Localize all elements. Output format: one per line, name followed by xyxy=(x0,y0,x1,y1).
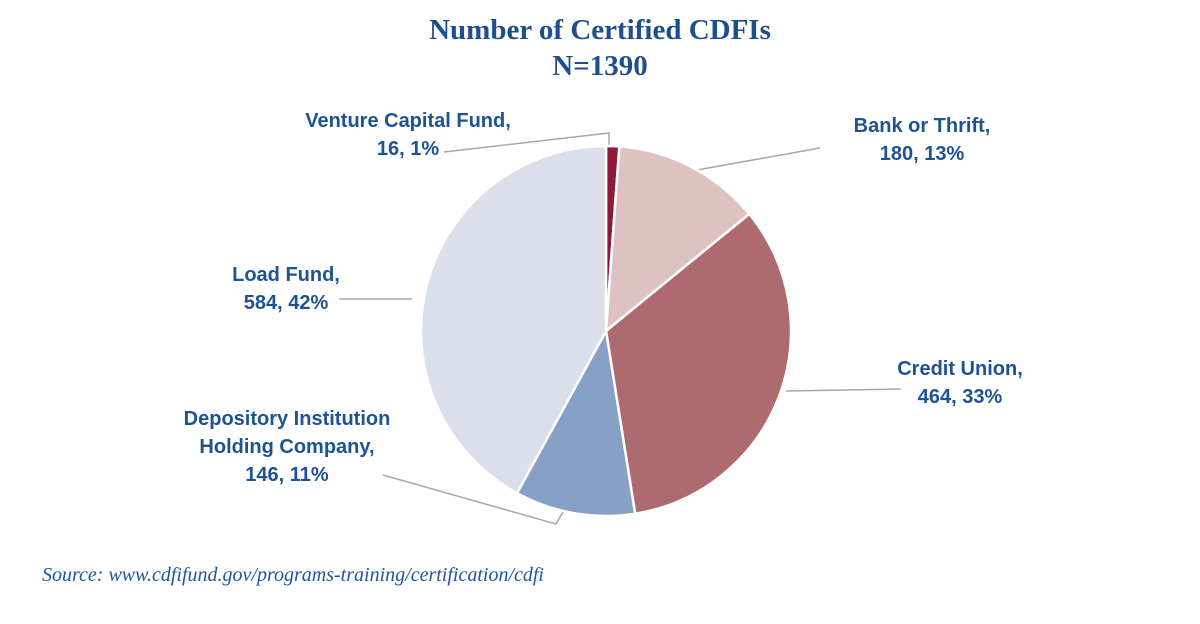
pie-slice-depository-institution-holding-company xyxy=(515,329,637,518)
callout-value: 16, 1% xyxy=(376,138,440,160)
leader-line-bank-or-thrift xyxy=(696,147,821,171)
callout-load-fund: Load Fund, 584, 42% xyxy=(166,261,406,317)
chart-title-line1: Number of Certified CDFIs xyxy=(429,14,771,46)
callout-depository-institution-holding-company: Depository Institution Holding Company, 1… xyxy=(167,405,407,489)
pie-slice-bank-or-thrift xyxy=(604,145,751,333)
chart-title: Number of Certified CDFIs N=1390 xyxy=(0,12,1200,84)
callout-label: Load Fund, xyxy=(232,264,340,286)
pie-slice-credit-union xyxy=(604,212,793,515)
leader-line-depository-institution-holding-company xyxy=(382,474,564,525)
leader-line-credit-union xyxy=(785,388,902,392)
callout-venture-capital-fund: Venture Capital Fund, 16, 1% xyxy=(278,107,538,163)
callout-value: 464, 33% xyxy=(917,386,1003,408)
chart-title-line2: N=1390 xyxy=(552,50,648,82)
callout-value: 146, 11% xyxy=(245,464,329,486)
callout-label: Credit Union, xyxy=(897,358,1023,380)
callout-credit-union: Credit Union, 464, 33% xyxy=(840,355,1080,411)
callout-value: 584, 42% xyxy=(243,292,329,314)
callout-label: Bank or Thrift, xyxy=(853,115,991,137)
callout-bank-or-thrift: Bank or Thrift, 180, 13% xyxy=(802,112,1042,168)
callout-label: Venture Capital Fund, xyxy=(305,110,511,132)
leader-line-venture-capital-fund xyxy=(443,132,610,153)
callout-value: 180, 13% xyxy=(879,143,965,165)
pie-slice-load-fund xyxy=(419,144,608,495)
source-citation: Source: www.cdfifund.gov/programs-traini… xyxy=(42,564,544,586)
callout-label: Depository Institution Holding Company, xyxy=(183,408,391,458)
